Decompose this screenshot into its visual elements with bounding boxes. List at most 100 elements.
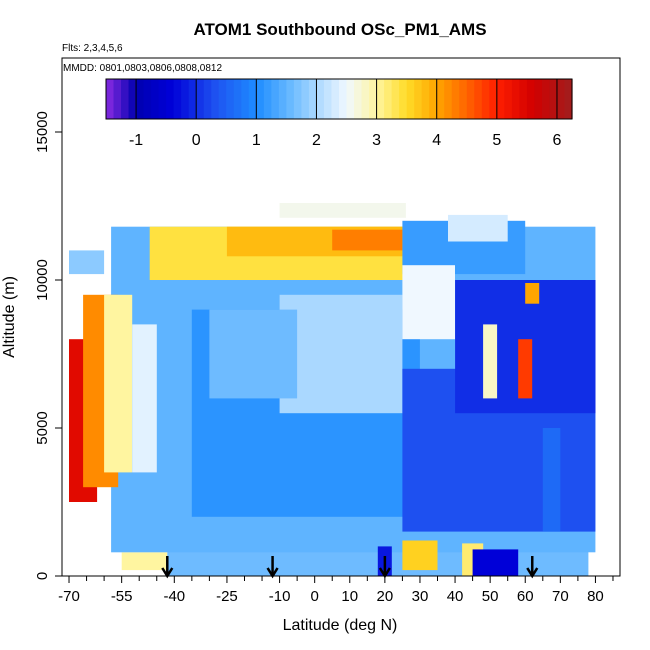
colorbar-cell [444, 79, 453, 119]
colorbar-cell [526, 79, 536, 119]
colorbar-cell [376, 79, 385, 119]
colorbar-cell [459, 79, 468, 119]
x-tick-label: 60 [517, 588, 534, 605]
y-tick-label: 15000 [34, 111, 51, 153]
colorbar-cell [496, 79, 505, 119]
x-tick-label: 30 [412, 588, 429, 605]
x-tick-label: -70 [58, 588, 80, 605]
colorbar-tick-label: 2 [312, 132, 321, 149]
colorbar-cell [489, 79, 498, 119]
colorbar-cell [406, 79, 415, 119]
colorbar-cell [143, 79, 152, 119]
colorbar-tick-label: -1 [129, 132, 143, 149]
colorbar-cell [474, 79, 483, 119]
colorbar-cell [203, 79, 212, 119]
colorbar-tick-label: 6 [553, 132, 562, 149]
heatmap-cell [279, 294, 403, 414]
colorbar-cell [436, 79, 445, 119]
heatmap-cell [402, 540, 438, 571]
colorbar-cell [391, 79, 400, 119]
x-tick-label: -10 [269, 588, 291, 605]
colorbar-cell [481, 79, 490, 119]
heatmap-cell [209, 309, 298, 399]
x-tick-label: 10 [341, 588, 358, 605]
colorbar-cell [504, 79, 513, 119]
colorbar-cell [369, 79, 378, 119]
colorbar-cell [256, 79, 265, 119]
heatmap-cell [104, 294, 133, 473]
colorbar-cell [151, 79, 160, 119]
x-tick-label: -40 [163, 588, 185, 605]
colorbar-cell [113, 79, 122, 119]
colorbar-cell [466, 79, 475, 119]
colorbar-cell [166, 79, 175, 119]
colorbar-cell [331, 79, 340, 119]
colorbar-cell [293, 79, 303, 119]
colorbar-cell [241, 79, 250, 119]
colorbar-cell [136, 79, 145, 119]
colorbar: -1 0 1 2 3 4 5 6 [105, 78, 573, 149]
flights-label: Flts: 2,3,4,5,6 [62, 43, 123, 54]
colorbar-cell [564, 79, 573, 119]
colorbar-cell [519, 79, 528, 119]
heatmap-cell [121, 552, 168, 571]
colorbar-cell [511, 79, 520, 119]
x-axis: -70 -55 -40 -25 -10 0 10 20 30 40 50 60 70 80 [58, 576, 614, 605]
colorbar-cell [541, 79, 551, 119]
heatmap-cell [132, 324, 157, 473]
heatmap-cell [483, 324, 498, 399]
heatmap-cell [402, 265, 455, 340]
heatmap-cell [525, 283, 540, 304]
colorbar-cell [128, 79, 137, 119]
colorbar-cell [323, 79, 333, 119]
dates-label: MMDD: 0801,0803,0806,0808,0812 [63, 63, 222, 74]
colorbar-cell [301, 79, 310, 119]
x-tick-label: 20 [377, 588, 394, 605]
colorbar-cell [188, 79, 197, 119]
colorbar-cell [211, 79, 220, 119]
colorbar-cell [233, 79, 242, 119]
x-tick-label: 0 [311, 588, 319, 605]
colorbar-cell [339, 79, 348, 119]
colorbar-cell [421, 79, 430, 119]
colorbar-cell [248, 79, 257, 119]
colorbar-tick-label: 4 [432, 132, 441, 149]
y-tick-label: 10000 [34, 259, 51, 301]
colorbar-tick-label: 0 [192, 132, 201, 149]
colorbar-tick-label: 3 [372, 132, 381, 149]
colorbar-cell [534, 79, 543, 119]
colorbar-tick-label: 1 [252, 132, 261, 149]
colorbar-cell [226, 79, 235, 119]
colorbar-cell [218, 79, 227, 119]
heatmap-cell [518, 339, 533, 399]
y-axis: 0 5000 10000 15000 [34, 111, 62, 580]
y-tick-label: 5000 [34, 411, 51, 444]
colorbar-cell [121, 79, 130, 119]
heatmap-cell [542, 428, 561, 532]
colorbar-cell [181, 79, 190, 119]
y-tick-label: 0 [34, 572, 51, 580]
colorbar-frame [105, 78, 573, 120]
heatmap-cell [448, 214, 508, 242]
colorbar-tick-label: 5 [492, 132, 501, 149]
colorbar-cell [263, 79, 272, 119]
colorbar-cell [316, 79, 325, 119]
x-tick-label: 80 [587, 588, 604, 605]
y-axis-label: Altitude (m) [1, 276, 18, 358]
x-tick-label: -25 [216, 588, 238, 605]
heatmap-cell [69, 250, 105, 275]
x-tick-label: -55 [111, 588, 133, 605]
colorbar-cells [106, 79, 573, 119]
colorbar-cell [451, 79, 460, 119]
colorbar-cell [158, 79, 167, 119]
colorbar-cell [414, 79, 423, 119]
plot-frame [61, 57, 621, 577]
colorbar-cell [429, 79, 438, 119]
colorbar-cell [549, 79, 558, 119]
chart-title: ATOM1 Southbound OSc_PM1_AMS [193, 20, 486, 39]
colorbar-cell [278, 79, 287, 119]
colorbar-cell [556, 79, 566, 119]
heatmap-cell [279, 203, 406, 218]
plot-area [69, 203, 596, 579]
